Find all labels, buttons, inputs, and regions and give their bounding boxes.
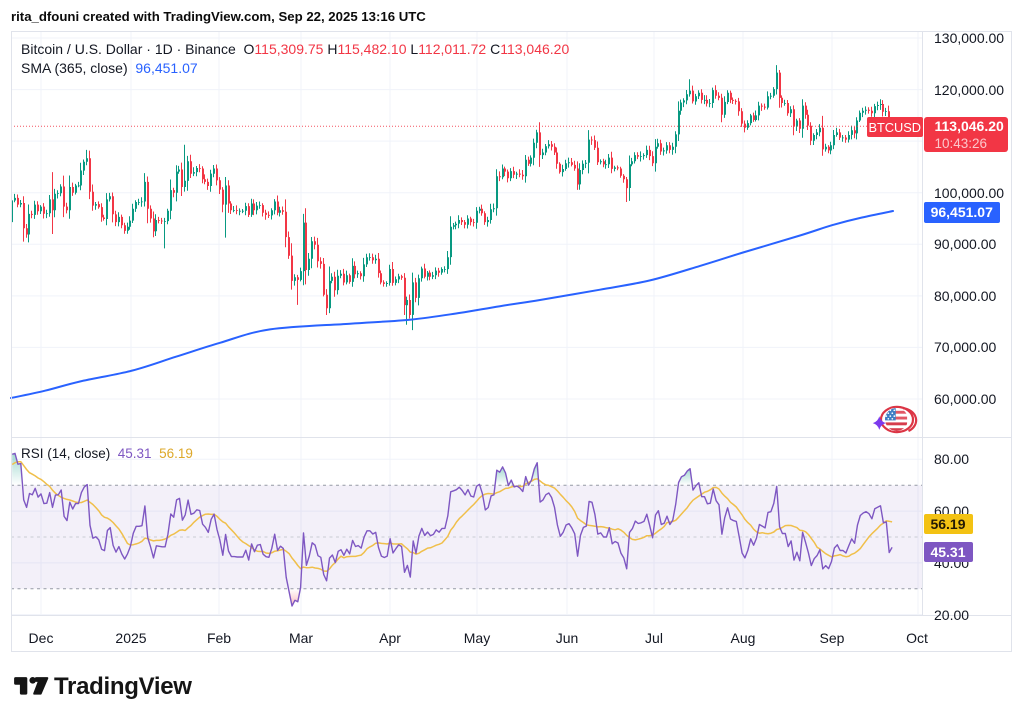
- svg-text:TradingView: TradingView: [54, 673, 192, 700]
